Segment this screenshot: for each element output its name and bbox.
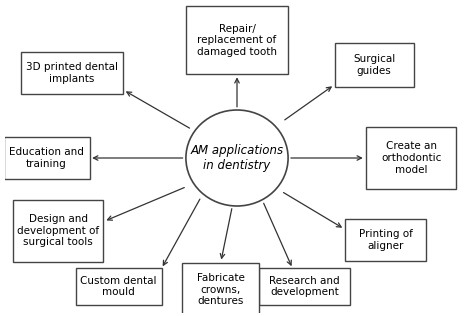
Text: Custom dental
mould: Custom dental mould xyxy=(80,276,157,297)
Text: Surgical
guides: Surgical guides xyxy=(353,54,395,76)
Text: Repair/
replacement of
damaged tooth: Repair/ replacement of damaged tooth xyxy=(197,24,277,57)
Text: Research and
development: Research and development xyxy=(269,276,340,297)
FancyBboxPatch shape xyxy=(345,219,426,261)
FancyBboxPatch shape xyxy=(13,200,103,262)
Text: Design and
development of
surgical tools: Design and development of surgical tools xyxy=(17,214,99,247)
FancyBboxPatch shape xyxy=(335,43,413,87)
FancyBboxPatch shape xyxy=(182,263,259,316)
Text: AM applications
in dentistry: AM applications in dentistry xyxy=(191,144,283,172)
FancyBboxPatch shape xyxy=(366,127,456,189)
FancyBboxPatch shape xyxy=(186,6,288,74)
FancyBboxPatch shape xyxy=(21,52,123,94)
FancyBboxPatch shape xyxy=(259,268,350,305)
Text: Printing of
aligner: Printing of aligner xyxy=(359,229,412,251)
Text: 3D printed dental
implants: 3D printed dental implants xyxy=(26,62,118,84)
FancyBboxPatch shape xyxy=(4,137,90,179)
Text: Create an
orthodontic
model: Create an orthodontic model xyxy=(381,141,441,175)
Text: Education and
training: Education and training xyxy=(9,147,84,169)
Text: Fabricate
crowns,
dentures: Fabricate crowns, dentures xyxy=(197,273,245,306)
FancyBboxPatch shape xyxy=(75,268,162,305)
